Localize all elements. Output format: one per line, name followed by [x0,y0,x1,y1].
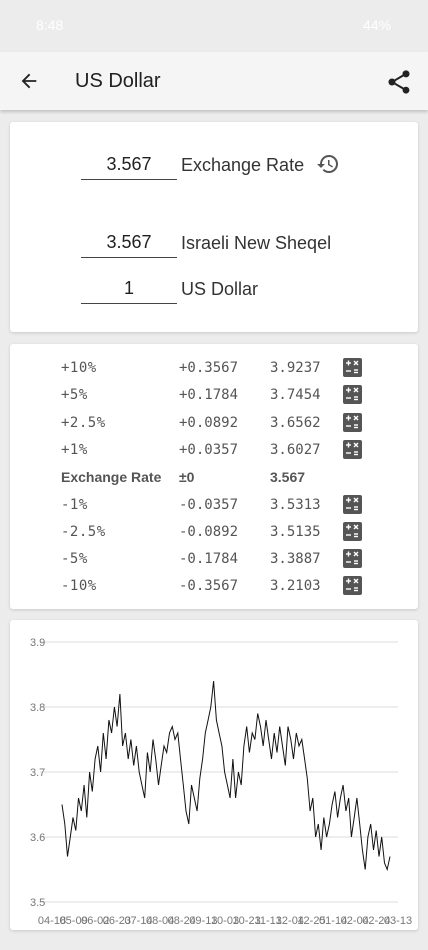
variation-delta: +0.0892 [179,414,239,431]
variation-value: 3.567 [270,469,306,486]
x-tick-label: 04-18 [38,915,66,927]
variation-value: 3.7454 [270,387,321,404]
calculator-icon[interactable] [343,439,362,459]
y-tick-label: 3.6 [30,832,45,844]
x-tick-label: 02-04 [341,915,369,927]
share-icon [388,70,410,94]
variation-row-base: Exchange Rate ±0 3.567 [10,465,418,489]
arrow-back-icon [21,73,37,89]
variation-row: -10% -0.3567 3.2103 [10,574,418,598]
history-icon [317,155,338,173]
variation-row: -1% -0.0357 3.5313 [10,493,418,517]
status-bar: 8:48 44% [0,0,428,52]
variation-row: +2.5% +0.0892 3.6562 [10,411,418,435]
history-button[interactable] [316,152,340,176]
variation-row: -5% -0.1784 3.3887 [10,547,418,571]
page-title: US Dollar [75,70,161,92]
status-time: 8:48 [36,17,64,33]
variation-value: 3.9237 [270,360,321,376]
rate-chart-svg: 3.9 3.8 3.7 3.6 3.5 04-1805-0906-0206-2307-14… [30,637,412,927]
variation-row: +10% +0.3567 3.9237 [10,356,418,380]
variation-delta: -0.1784 [179,551,239,568]
variation-percent: -10% [61,578,97,595]
converter-card: 3.567 Exchange Rate 3.567 Israeli New Sh… [10,122,418,332]
x-tick-label: 12-25 [297,915,325,927]
base-amount-input[interactable]: 1 [81,276,177,304]
variation-delta: +0.0357 [179,441,239,458]
variation-delta: -0.3567 [179,578,239,595]
variation-delta: -0.0357 [179,496,239,513]
variation-value: 3.6562 [270,414,321,431]
calculator-icon[interactable] [343,358,362,377]
rate-chart: 3.9 3.8 3.7 3.6 3.5 04-18 05-09 06-02 06-23 07-14… [10,620,418,930]
variation-percent: -2.5% [61,523,106,540]
variation-row: +1% +0.0357 3.6027 [10,438,418,462]
target-amount-input[interactable]: 3.567 [81,230,177,258]
variation-percent: Exchange Rate [61,469,162,486]
calculator-icon[interactable] [343,549,362,569]
x-tick-label: 09-13 [189,915,217,927]
x-tick-label: 06-23 [103,915,131,927]
variation-delta: -0.0892 [179,523,239,540]
exchange-rate-label: Exchange Rate [181,155,305,175]
target-currency-label: Israeli New Sheqel [181,233,332,253]
app-bar: US Dollar [0,52,428,110]
x-tick-label: 12-04 [276,915,304,927]
variation-delta: ±0 [179,469,195,486]
x-tick-label: 10-23 [233,915,261,927]
variation-delta: +0.3567 [179,360,239,376]
variation-value: 3.6027 [270,441,321,458]
back-button[interactable] [14,66,44,96]
exchange-rate-input[interactable]: 3.567 [81,152,177,180]
rate-series-line [61,680,391,872]
x-tick-label: 02-24 [362,915,390,927]
variation-delta: +0.1784 [179,387,239,404]
variation-percent: +1% [61,441,88,458]
y-tick-label: 3.5 [30,897,45,909]
x-tick-label: 10-03 [211,915,239,927]
x-tick-label: 03-13 [384,915,412,927]
calculator-icon[interactable] [343,576,362,596]
variation-percent: +5% [61,387,88,404]
x-tick-label: 01-14 [319,915,347,927]
x-tick-label: 05-09 [60,915,88,927]
calculator-icon[interactable] [343,412,362,432]
variation-value: 3.2103 [270,578,321,595]
x-tick-label: 08-04 [146,915,174,927]
x-tick-label: 11-13 [255,915,282,927]
variation-row: +5% +0.1784 3.7454 [10,383,418,407]
x-tick-label: 07-14 [124,915,152,927]
variation-row: -2.5% -0.0892 3.5135 [10,520,418,544]
battery-level: 44% [363,17,392,33]
calculator-icon[interactable] [343,521,362,541]
variation-table: +10% +0.3567 3.9237 +5% +0.1784 3.7454 +2.5% +0… [10,344,418,609]
calculator-icon[interactable] [343,385,362,405]
y-tick-label: 3.7 [30,767,45,779]
x-tick-label: 06-02 [81,915,109,927]
base-currency-label: US Dollar [181,279,259,299]
calculator-icon[interactable] [343,494,362,514]
y-tick-label: 3.9 [30,637,45,649]
variation-percent: -5% [61,551,88,568]
share-button[interactable] [383,66,415,98]
variation-value: 3.5313 [270,496,321,513]
variation-percent: -1% [61,496,88,513]
y-tick-label: 3.8 [30,702,45,714]
variation-percent: +10% [61,360,97,376]
variation-value: 3.5135 [270,523,321,540]
variation-value: 3.3887 [270,551,321,568]
variation-percent: +2.5% [61,414,106,431]
x-tick-label: 08-24 [168,915,196,927]
